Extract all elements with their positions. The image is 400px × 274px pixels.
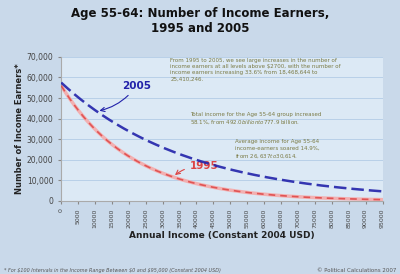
Text: * For $100 Intervals in the Income Range Between $0 and $95,000 (Constant 2004 U: * For $100 Intervals in the Income Range…	[4, 268, 221, 273]
Text: 2005: 2005	[101, 81, 151, 112]
X-axis label: Annual Income (Constant 2004 USD): Annual Income (Constant 2004 USD)	[129, 231, 315, 240]
Text: Average income for Age 55-64
income-earners soared 14.9%,
from $26,637 to $30,61: Average income for Age 55-64 income-earn…	[235, 139, 319, 160]
Text: 1995: 1995	[176, 161, 218, 174]
Text: © Political Calculations 2007: © Political Calculations 2007	[317, 268, 396, 273]
Text: From 1995 to 2005, we see large increases in the number of
income earners at all: From 1995 to 2005, we see large increase…	[170, 58, 341, 82]
Text: Age 55-64: Number of Income Earners,
1995 and 2005: Age 55-64: Number of Income Earners, 199…	[71, 7, 329, 35]
Text: Total income for the Age 55-64 group increased
58.1%, from $492.0 billion to $77: Total income for the Age 55-64 group inc…	[190, 112, 321, 126]
Y-axis label: Number of Income Earners*: Number of Income Earners*	[15, 64, 24, 194]
